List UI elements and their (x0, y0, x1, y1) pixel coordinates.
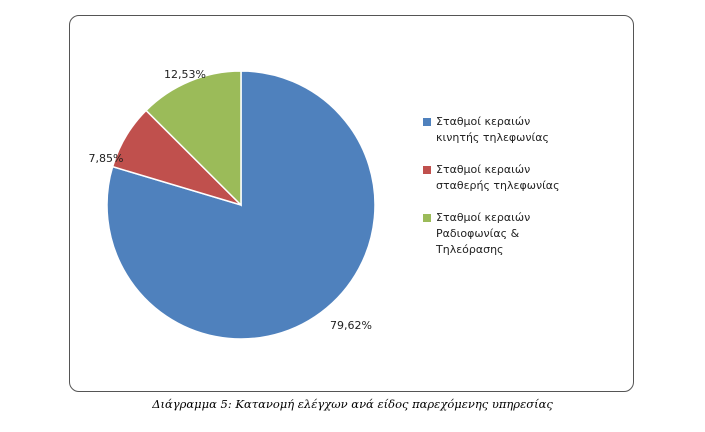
legend-label-0-line-1: κινητής τηλεφωνίας (436, 131, 549, 144)
pie-value-labels: 79,62% 7,85% 12,53% (89, 68, 372, 332)
legend-swatch-2 (423, 214, 431, 222)
legend-label-0-line-0: Σταθμοί κεραιών (436, 115, 531, 128)
legend-label-1-line-0: Σταθμοί κεραιών (436, 163, 531, 176)
pie-slice-2 (145, 70, 242, 207)
legend: Σταθμοί κεραιών κινητής τηλεφωνίας Σταθμ… (423, 114, 613, 274)
figure-caption: Διάγραμμα 5: Κατανομή ελέγχων ανά είδος … (152, 397, 553, 411)
legend-label-0: Σταθμοί κεραιών κινητής τηλεφωνίας (436, 114, 549, 146)
legend-label-2: Σταθμοί κεραιών Ραδιοφωνίας & Τηλεόρασης (436, 210, 530, 258)
legend-swatch-0 (423, 118, 431, 126)
legend-item-1: Σταθμοί κεραιών σταθερής τηλεφωνίας (423, 162, 613, 194)
legend-label-1-line-1: σταθερής τηλεφωνίας (436, 179, 560, 192)
pie-slices (106, 70, 376, 340)
pie-value-label-2: 12,53% (164, 68, 206, 81)
pie-value-label-0: 79,62% (330, 319, 372, 332)
legend-label-1: Σταθμοί κεραιών σταθερής τηλεφωνίας (436, 162, 560, 194)
legend-item-0: Σταθμοί κεραιών κινητής τηλεφωνίας (423, 114, 613, 146)
pie-value-label-1: 7,85% (89, 152, 124, 165)
legend-label-2-line-2: Τηλεόρασης (436, 243, 504, 256)
legend-label-2-line-1: Ραδιοφωνίας & (436, 227, 520, 240)
legend-item-2: Σταθμοί κεραιών Ραδιοφωνίας & Τηλεόρασης (423, 210, 613, 258)
chart-frame: 79,62% 7,85% 12,53% Σταθμοί κεραιών κινητή… (69, 15, 634, 392)
legend-swatch-1 (423, 166, 431, 174)
pie-chart: 79,62% 7,85% 12,53% (89, 68, 376, 340)
legend-label-2-line-0: Σταθμοί κεραιών (436, 211, 531, 224)
